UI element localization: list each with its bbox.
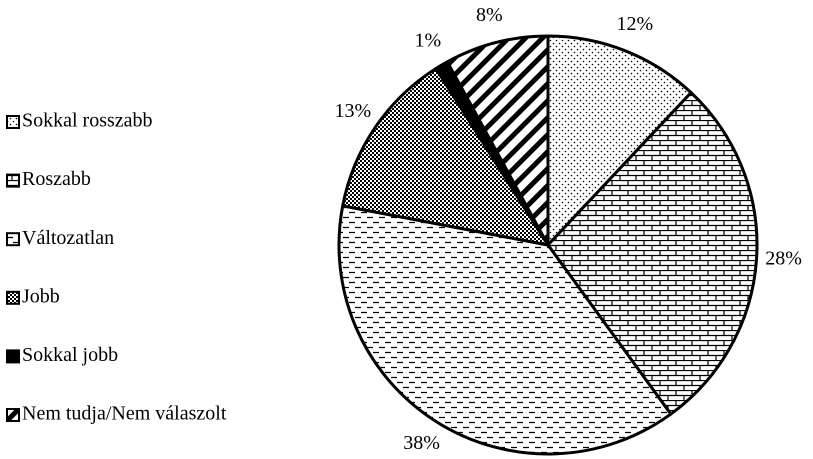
legend-swatch bbox=[6, 232, 20, 247]
legend-swatch bbox=[6, 173, 20, 188]
data-label: 12% bbox=[617, 13, 654, 35]
legend-swatch bbox=[6, 349, 20, 364]
pie-slice bbox=[341, 67, 550, 247]
legend-label: Jobb bbox=[22, 285, 60, 307]
legend-label: Sokkal jobb bbox=[22, 344, 118, 366]
legend-label: Sokkal rosszabb bbox=[22, 110, 153, 132]
legend-label: Nem tudja/Nem válaszolt bbox=[22, 403, 227, 425]
data-label: 8% bbox=[476, 4, 503, 26]
legend-swatch bbox=[6, 290, 20, 305]
pie-slice bbox=[546, 91, 759, 416]
legend-label: Változatlan bbox=[22, 227, 114, 249]
data-label: 1% bbox=[415, 29, 442, 51]
data-label: 38% bbox=[403, 432, 440, 454]
legend-swatch bbox=[6, 115, 20, 129]
legend-label: Roszabb bbox=[22, 168, 91, 190]
data-label: 28% bbox=[765, 247, 802, 269]
legend-swatch bbox=[6, 408, 20, 422]
pie-slice bbox=[337, 204, 673, 456]
data-label: 13% bbox=[334, 100, 371, 122]
pie-slice bbox=[445, 34, 550, 247]
pie-slice bbox=[546, 34, 693, 247]
